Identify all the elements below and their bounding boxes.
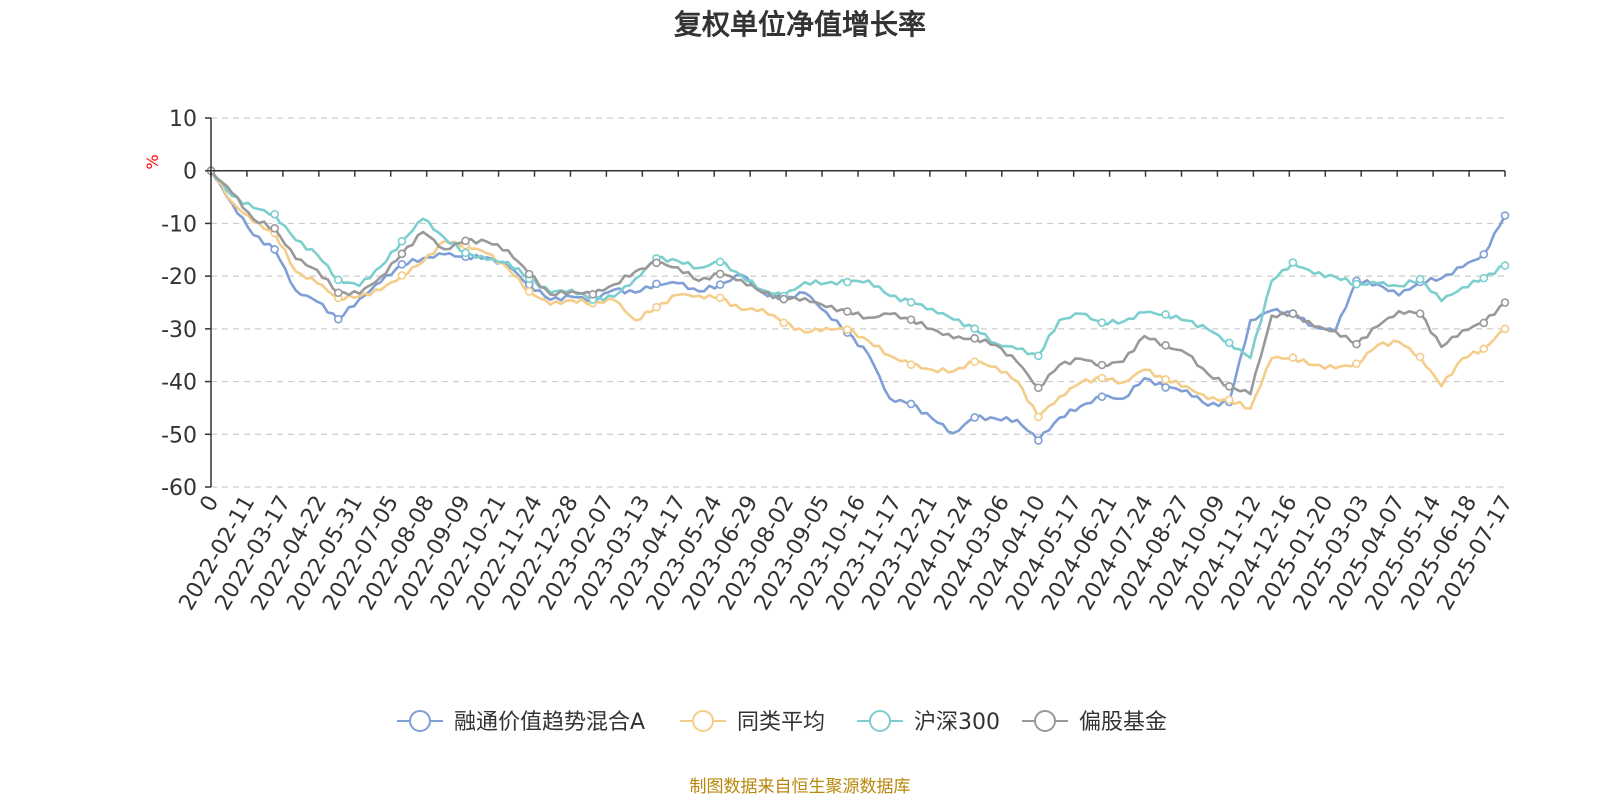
series-point [779, 318, 789, 328]
legend-marker [869, 710, 891, 732]
series-point [843, 307, 852, 316]
series-point [397, 260, 407, 269]
series-point [1097, 360, 1107, 370]
series-point [1034, 412, 1043, 422]
series-point [397, 249, 407, 259]
series-point [1161, 310, 1170, 319]
data-source-note: 制图数据来自恒生聚源数据库 [690, 777, 911, 797]
series-point [1415, 309, 1425, 318]
series-point [333, 288, 343, 298]
legend-marker [409, 710, 431, 732]
series-point [970, 413, 979, 422]
series-point [652, 302, 661, 312]
y-tick-label: 0 [183, 160, 197, 185]
series-point [1500, 324, 1510, 334]
series-point [1415, 274, 1425, 284]
series-point [397, 236, 407, 246]
series-point [524, 287, 534, 296]
series-point [970, 324, 979, 333]
series-point [1288, 353, 1298, 362]
legend-label: 偏股基金 [1079, 710, 1167, 735]
y-axis-unit: % [143, 154, 162, 169]
series-point [970, 334, 979, 343]
series-point [270, 224, 279, 233]
series-point [397, 271, 407, 280]
y-tick-label: -40 [161, 371, 197, 396]
series-point [1352, 339, 1361, 349]
series-point [1415, 352, 1425, 362]
series-point [715, 269, 725, 279]
legend-label: 沪深300 [914, 710, 1000, 735]
series-point [906, 315, 916, 324]
series-point [1034, 383, 1043, 393]
legend-item[interactable]: 偏股基金 [1022, 710, 1167, 735]
series-point [524, 269, 534, 279]
series-line [209, 170, 1506, 360]
series-point [1097, 392, 1107, 401]
series-point [1097, 373, 1107, 383]
y-tick-label: 10 [169, 107, 197, 132]
legend-label: 融通价值趋势混合A [454, 710, 645, 735]
series-point [270, 209, 279, 219]
series-line [209, 169, 1507, 442]
series-point [906, 399, 916, 409]
series-point [461, 236, 470, 246]
y-tick-label: -60 [161, 476, 197, 501]
legend-marker [692, 710, 714, 732]
series-point [270, 245, 279, 254]
legend-label: 同类平均 [737, 710, 825, 735]
legend-item[interactable]: 沪深300 [857, 710, 1000, 735]
series-point [1500, 298, 1510, 307]
series-point [1161, 341, 1170, 350]
series-point [715, 293, 725, 303]
series-point [652, 279, 661, 289]
series-point [970, 357, 979, 367]
legend[interactable]: 融通价值趋势混合A 同类平均 沪深300 偏股基金 [397, 710, 1167, 735]
series-point [333, 314, 343, 324]
series-point [1224, 338, 1234, 348]
legend-marker [1034, 710, 1056, 732]
series-point [1224, 395, 1234, 405]
series-point [1034, 436, 1043, 445]
series-point [333, 275, 343, 285]
series-point [906, 360, 916, 370]
series-point [715, 280, 725, 289]
series-point [1224, 381, 1234, 391]
x-tick-label: 0 [196, 492, 225, 517]
series-point [1479, 250, 1489, 259]
series-point [843, 325, 852, 335]
series-point [906, 297, 916, 307]
series-point [1352, 359, 1361, 368]
series-point [843, 277, 852, 287]
series-point [1161, 375, 1170, 384]
series-point [588, 290, 598, 299]
series-point [1288, 309, 1298, 318]
series-point [715, 257, 725, 267]
series-point [1097, 318, 1107, 327]
y-tick-label: -10 [161, 212, 197, 237]
series-point [1161, 383, 1170, 392]
y-tick-label: -30 [161, 318, 197, 343]
series-point [1352, 279, 1361, 289]
grid-lines [211, 117, 1505, 488]
series-point [461, 248, 470, 258]
series-point [1500, 261, 1510, 270]
y-tick-label: -20 [161, 265, 197, 290]
series-lines [206, 166, 1510, 445]
axes: 100-10-20-30-40-50-6002022-02-112022-03-… [161, 107, 1518, 615]
chart-title: 复权单位净值增长率 [674, 8, 926, 41]
series-point [1479, 318, 1489, 328]
series-point [1034, 351, 1043, 361]
series-point [652, 258, 661, 268]
series-point [779, 294, 789, 304]
series-point [1288, 258, 1298, 267]
legend-item[interactable]: 融通价值趋势混合A [397, 710, 645, 735]
legend-item[interactable]: 同类平均 [680, 710, 825, 735]
series-line [209, 170, 1506, 419]
series-point [1500, 211, 1510, 220]
y-tick-label: -50 [161, 423, 197, 448]
series-point [1479, 273, 1489, 283]
series-point [1479, 344, 1489, 353]
